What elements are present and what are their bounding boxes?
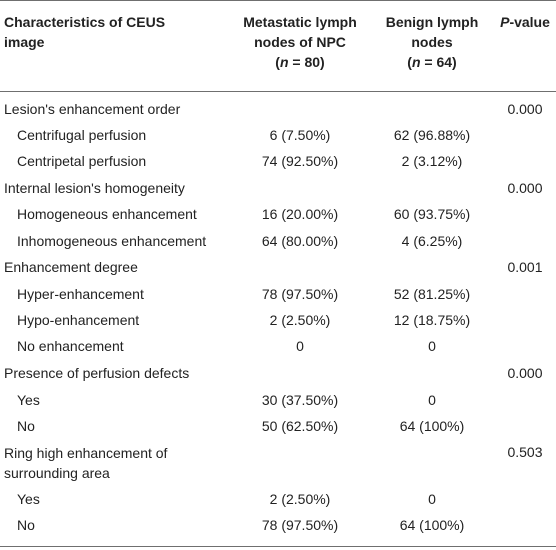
row-label: Internal lesion's homogeneity	[4, 180, 185, 196]
row-benign: 0	[428, 338, 436, 354]
row-label: Enhancement degree	[4, 259, 138, 275]
header-col3-line2: nodes	[411, 34, 453, 50]
row-metastatic: 50 (62.50%)	[261, 418, 339, 434]
header-col2-line2: nodes of NPC	[254, 34, 346, 50]
row-benign: 60 (93.75%)	[393, 206, 471, 222]
row-benign: 62 (96.88%)	[393, 127, 471, 143]
row-metastatic: 16 (20.00%)	[261, 206, 339, 222]
header-col2-n-val: = 80)	[288, 54, 325, 70]
row-benign: 0	[428, 392, 436, 408]
row-label: Ring high enhancement of surrounding are…	[4, 443, 167, 483]
row-p-value: 0.503	[507, 444, 543, 460]
header-col2-n-var: n	[279, 54, 289, 70]
header-p-var: P	[500, 14, 510, 30]
row-label-line1: Ring high enhancement of	[4, 445, 168, 461]
row-metastatic: 0	[296, 338, 304, 354]
row-benign: 64 (100%)	[399, 517, 465, 533]
row-label: No	[17, 517, 35, 533]
row-label: No enhancement	[17, 338, 124, 354]
row-label: Centripetal perfusion	[17, 153, 147, 169]
header-metastatic: Metastatic lymph nodes of NPC (n = 80)	[238, 12, 362, 72]
row-metastatic: 78 (97.50%)	[261, 517, 339, 533]
row-p-value: 0.001	[507, 259, 543, 275]
row-metastatic: 2 (2.50%)	[269, 491, 331, 507]
row-label: Hyper-enhancement	[17, 286, 144, 302]
header-benign: Benign lymph nodes (n = 64)	[372, 12, 492, 72]
header-p-value: P-value	[494, 12, 556, 32]
row-benign: 64 (100%)	[399, 418, 465, 434]
row-metastatic: 2 (2.50%)	[269, 312, 331, 328]
header-col2-n: (n = 80)	[275, 54, 325, 70]
row-benign: 4 (6.25%)	[401, 233, 463, 249]
header-col2-line1: Metastatic lymph	[243, 14, 357, 30]
row-label: Yes	[17, 491, 40, 507]
header-col3-line1: Benign lymph	[385, 14, 479, 30]
table-bottom-rule	[0, 546, 556, 547]
row-label: Yes	[17, 392, 40, 408]
header-col3-n-var: n	[411, 54, 421, 70]
row-benign: 0	[428, 491, 436, 507]
header-bottom-rule	[0, 91, 556, 92]
row-label: Presence of perfusion defects	[4, 365, 190, 381]
row-metastatic: 30 (37.50%)	[261, 392, 339, 408]
row-label: Homogeneous enhancement	[17, 206, 197, 222]
table-top-rule	[0, 0, 556, 1]
row-label-line2: surrounding area	[4, 465, 110, 481]
row-p-value: 0.000	[507, 101, 543, 117]
header-col1-line1: Characteristics of CEUS	[4, 14, 166, 30]
row-p-value: 0.000	[507, 180, 543, 196]
header-col1-line2: image	[4, 34, 45, 50]
row-metastatic: 64 (80.00%)	[261, 233, 339, 249]
row-label: Centrifugal perfusion	[17, 127, 147, 143]
row-label: Lesion's enhancement order	[4, 101, 181, 117]
row-metastatic: 78 (97.50%)	[261, 286, 339, 302]
row-label: Inhomogeneous enhancement	[17, 233, 207, 249]
row-p-value: 0.000	[507, 365, 543, 381]
row-benign: 12 (18.75%)	[393, 312, 471, 328]
row-metastatic: 74 (92.50%)	[261, 153, 339, 169]
row-benign: 52 (81.25%)	[393, 286, 471, 302]
header-characteristics: Characteristics of CEUS image	[4, 12, 165, 52]
row-label: Hypo-enhancement	[17, 312, 140, 328]
header-col3-n: (n = 64)	[407, 54, 457, 70]
row-label: No	[17, 418, 35, 434]
row-metastatic: 6 (7.50%)	[269, 127, 331, 143]
header-col3-n-val: = 64)	[420, 54, 457, 70]
row-benign: 2 (3.12%)	[401, 153, 463, 169]
header-p-rest: -value	[509, 14, 550, 30]
